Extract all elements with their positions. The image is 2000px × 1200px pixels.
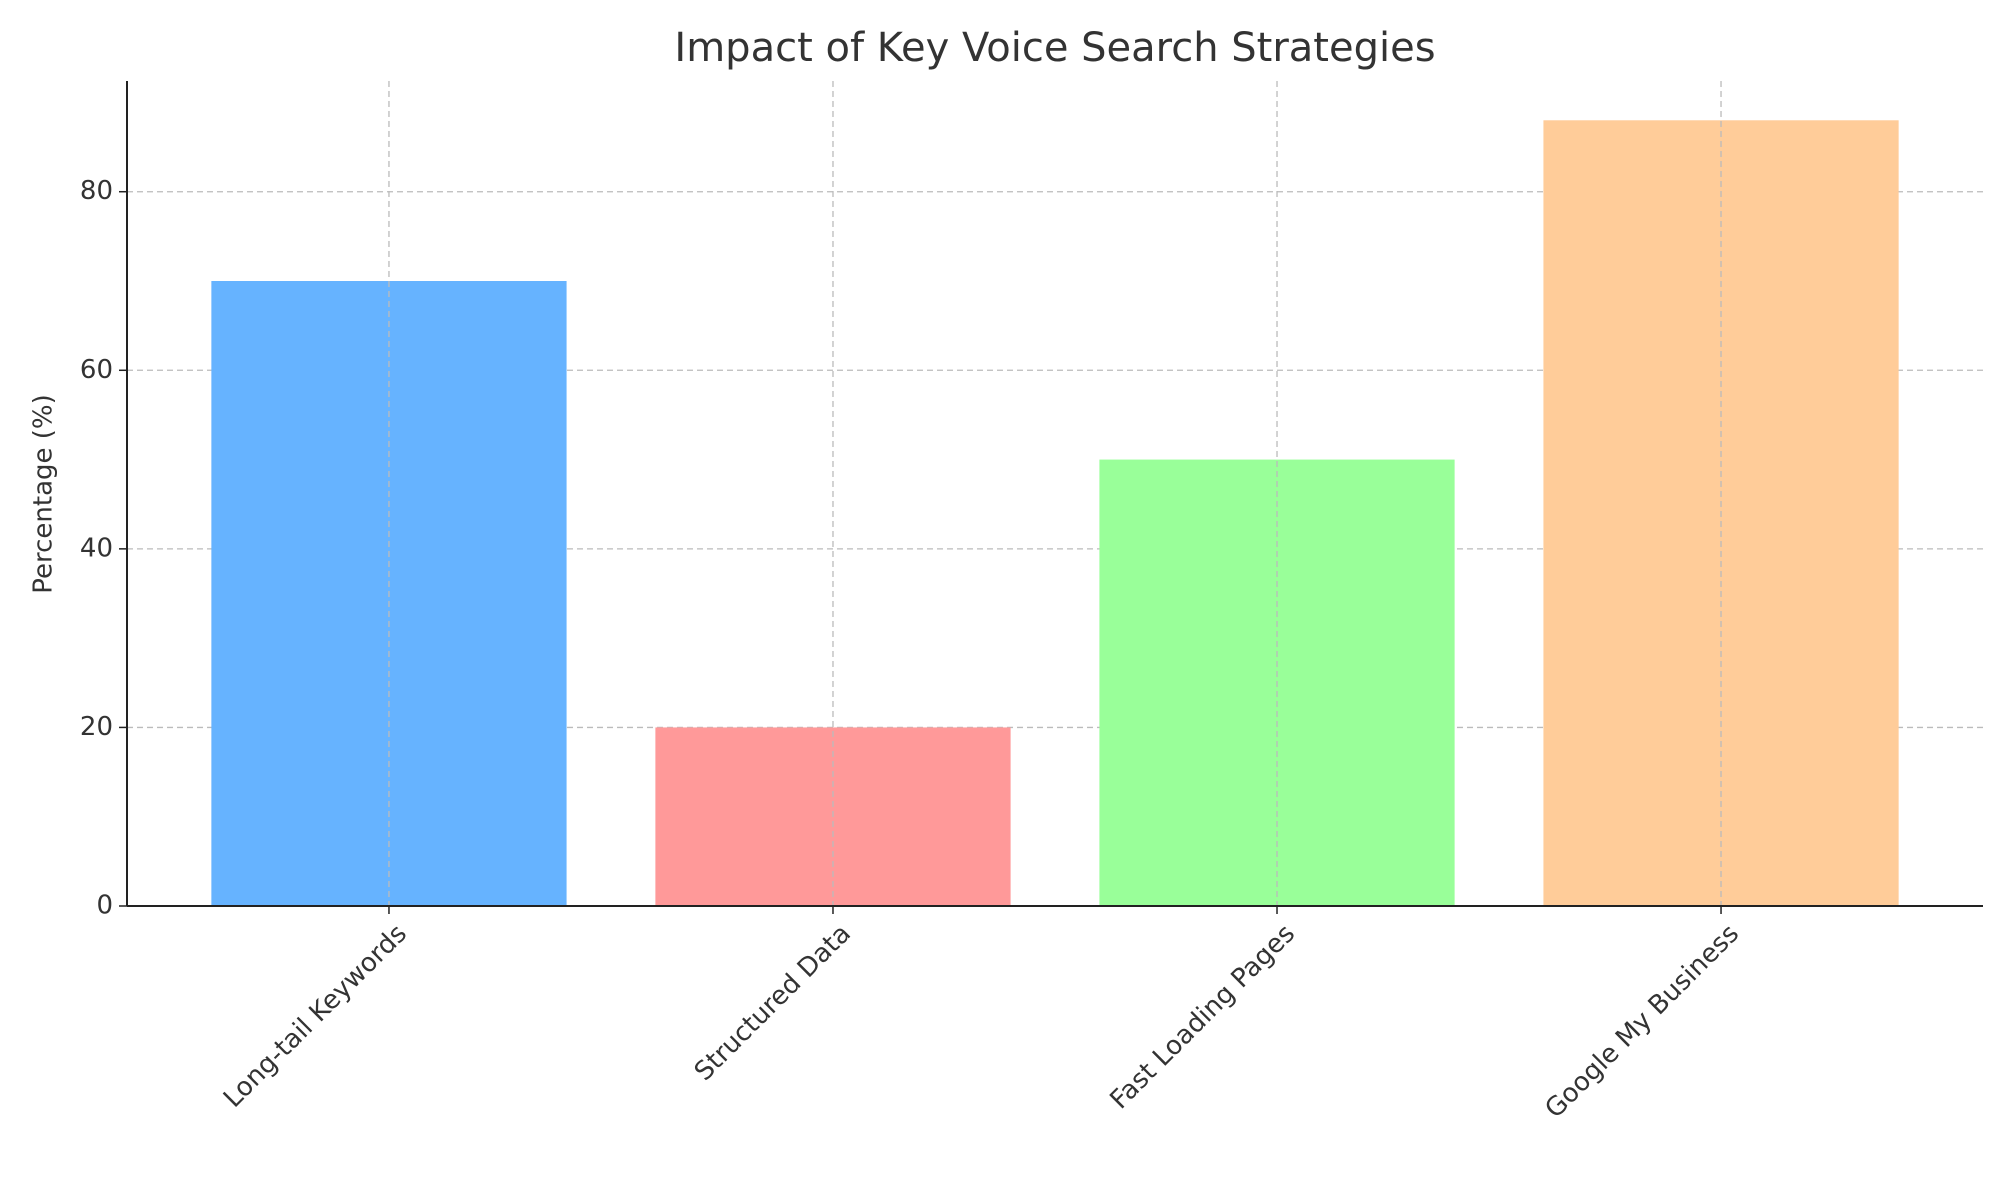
y-tick-label: 0 <box>96 891 113 921</box>
y-tick-label: 80 <box>80 176 113 206</box>
y-tick-label: 40 <box>80 533 113 563</box>
y-tick-label: 20 <box>80 712 113 742</box>
x-tick-label: Structured Data <box>689 919 857 1087</box>
y-tick-label: 60 <box>80 355 113 385</box>
y-axis-label: Percentage (%) <box>29 394 59 594</box>
bars <box>211 120 1899 907</box>
x-tick-label: Fast Loading Pages <box>1105 919 1301 1115</box>
x-tick-label: Google My Business <box>1539 919 1745 1125</box>
x-tick-label: Long-tail Keywords <box>218 919 413 1114</box>
chart-title: Impact of Key Voice Search Strategies <box>674 25 1435 71</box>
